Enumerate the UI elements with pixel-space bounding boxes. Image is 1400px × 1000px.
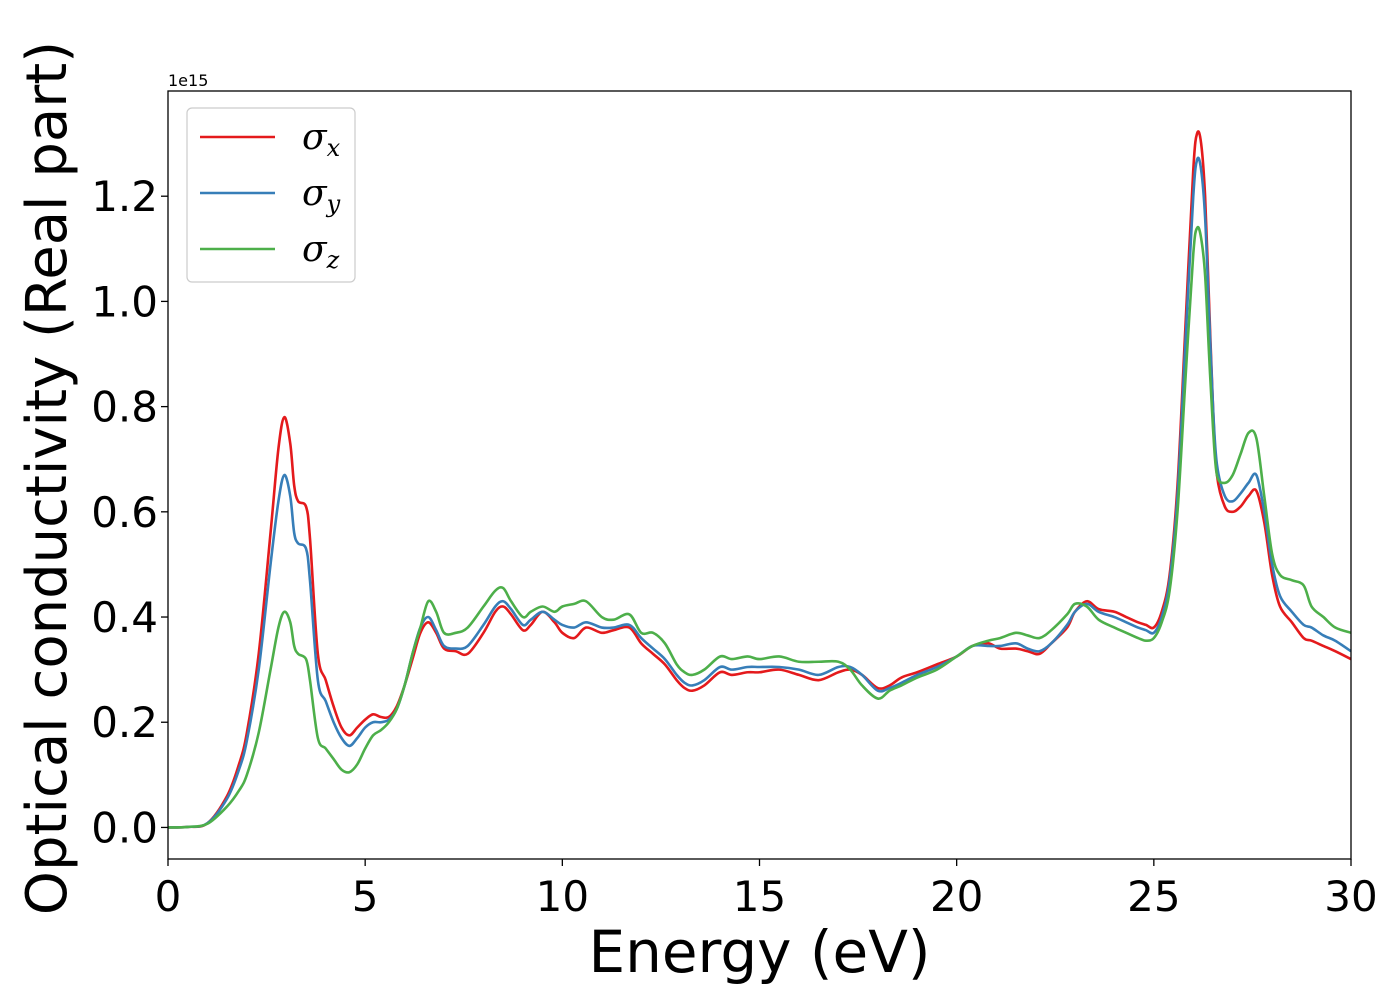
x-tick-label: 20 [930, 872, 983, 921]
series-line-sigma-z [168, 225, 1351, 829]
y-tick-label: 1.0 [91, 277, 158, 326]
y-tick-label: 0.8 [91, 383, 158, 432]
x-tick-label: 30 [1324, 872, 1377, 921]
y-tick-label: 0.2 [91, 698, 158, 747]
x-axis-label: Energy (eV) [588, 918, 930, 986]
legend-label-sigma-z: σz [302, 229, 340, 274]
series-layer [168, 130, 1351, 829]
y-axis-offset-label: 1e15 [168, 71, 208, 90]
legend-box [186, 107, 356, 283]
y-tick-label: 0.0 [91, 803, 158, 852]
x-axis-ticks: 0 5 10 15 20 25 30 [155, 859, 1378, 921]
y-axis-label: Optical conductivity (Real part) [15, 41, 80, 915]
x-tick-label: 0 [155, 872, 182, 921]
y-tick-label: 1.2 [91, 172, 158, 221]
x-tick-label: 5 [352, 872, 379, 921]
legend: σx σy σz [186, 107, 356, 283]
legend-label-sigma-x: σx [302, 117, 341, 162]
series-line-sigma-y [168, 156, 1351, 829]
y-tick-label: 0.6 [91, 488, 158, 537]
series-line-sigma-x [168, 130, 1351, 829]
x-tick-label: 25 [1127, 872, 1180, 921]
x-tick-label: 15 [733, 872, 786, 921]
legend-label-sigma-y: σy [302, 173, 341, 218]
y-axis-ticks: 0.0 0.2 0.4 0.6 0.8 1.0 1.2 [91, 172, 168, 852]
x-tick-label: 10 [536, 872, 589, 921]
y-tick-label: 0.4 [91, 593, 158, 642]
